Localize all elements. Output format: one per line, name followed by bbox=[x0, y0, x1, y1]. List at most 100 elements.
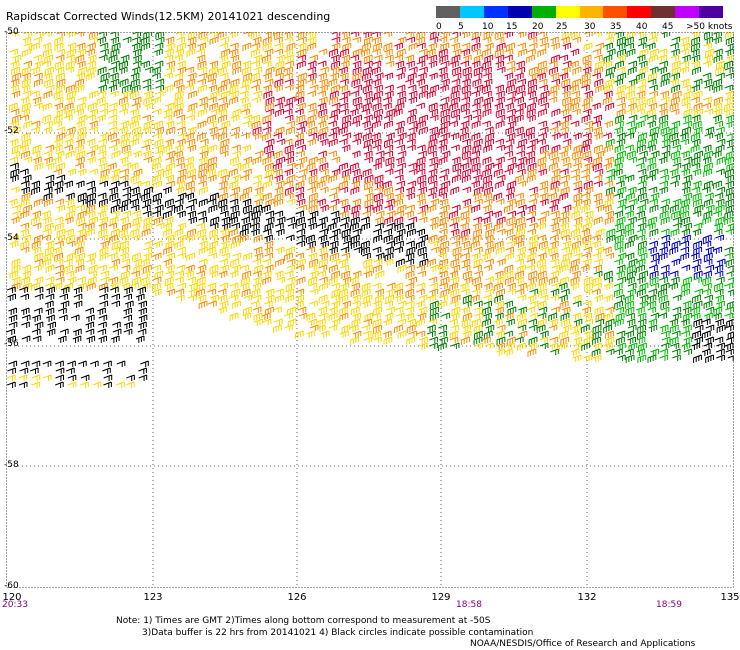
wind-barb bbox=[561, 90, 571, 98]
wind-barb bbox=[515, 174, 524, 183]
wind-barb bbox=[726, 144, 734, 151]
wind-barb bbox=[265, 288, 275, 296]
wind-barb bbox=[408, 96, 417, 104]
wind-barb bbox=[353, 84, 362, 91]
wind-barb bbox=[507, 198, 516, 206]
wind-barb bbox=[482, 120, 491, 127]
wind-barb bbox=[691, 84, 700, 92]
wind-barb bbox=[471, 318, 481, 327]
wind-barb bbox=[102, 367, 111, 374]
wind-barb bbox=[100, 168, 110, 177]
wind-barb bbox=[11, 126, 21, 135]
wind-barb bbox=[131, 114, 141, 123]
wind-barb bbox=[284, 180, 294, 187]
wind-barb bbox=[22, 72, 31, 80]
wind-barb bbox=[682, 84, 691, 91]
wind-barb bbox=[307, 78, 316, 85]
wind-barb bbox=[60, 286, 70, 294]
wind-barb bbox=[671, 258, 680, 266]
wind-barb bbox=[572, 312, 582, 320]
wind-barb bbox=[65, 228, 74, 236]
wind-barb bbox=[163, 222, 173, 230]
wind-barb bbox=[570, 282, 580, 290]
wind-barb bbox=[110, 286, 119, 293]
wind-barb bbox=[614, 240, 624, 249]
wind-barb bbox=[559, 168, 569, 175]
wind-barb bbox=[463, 114, 472, 121]
wind-barb bbox=[6, 328, 15, 335]
wind-barb bbox=[230, 240, 240, 249]
wind-barb bbox=[581, 342, 591, 351]
wind-barb bbox=[527, 78, 537, 87]
wind-barb bbox=[537, 300, 547, 309]
wind-barb bbox=[187, 144, 197, 152]
wind-barb bbox=[571, 174, 580, 181]
wind-barb bbox=[220, 36, 229, 43]
wind-barb bbox=[551, 282, 561, 289]
wind-barb bbox=[605, 252, 615, 259]
wind-barb bbox=[372, 312, 381, 319]
wind-barb bbox=[133, 264, 143, 273]
wind-barb bbox=[254, 150, 264, 157]
wind-barb bbox=[385, 60, 395, 67]
wind-barb bbox=[297, 102, 306, 110]
wind-barb bbox=[308, 264, 318, 271]
wind-barb bbox=[527, 162, 537, 171]
wind-barb bbox=[504, 312, 514, 320]
wind-barb bbox=[505, 126, 515, 135]
wind-barb bbox=[716, 156, 726, 165]
wind-barb bbox=[561, 258, 570, 267]
wind-barb bbox=[32, 314, 41, 322]
wind-barb bbox=[571, 204, 581, 212]
wind-barb bbox=[705, 354, 714, 363]
wind-barb bbox=[451, 108, 460, 117]
wind-barb bbox=[64, 180, 73, 188]
wind-barb bbox=[527, 48, 536, 55]
legend-label-0: 0 bbox=[436, 22, 442, 32]
wind-barb bbox=[130, 174, 140, 183]
wind-barb bbox=[284, 270, 294, 277]
wind-barb bbox=[405, 258, 415, 265]
wind-barb bbox=[470, 294, 480, 303]
wind-barb bbox=[352, 36, 362, 43]
wind-barb bbox=[339, 180, 348, 189]
wind-barb bbox=[364, 126, 373, 133]
wind-barb bbox=[287, 306, 296, 315]
wind-barb bbox=[595, 84, 605, 93]
wind-barb bbox=[339, 72, 349, 80]
wind-barb bbox=[175, 270, 184, 277]
wind-barb bbox=[396, 84, 406, 91]
wind-barb bbox=[702, 60, 712, 67]
wind-barb bbox=[582, 60, 592, 68]
wind-barb bbox=[438, 228, 448, 235]
wind-barb bbox=[583, 96, 593, 105]
wind-barb bbox=[353, 132, 362, 140]
wind-barb bbox=[373, 54, 383, 61]
wind-barb bbox=[296, 216, 305, 225]
wind-barb bbox=[152, 132, 162, 139]
wind-barb bbox=[176, 114, 186, 121]
wind-barb bbox=[415, 300, 425, 308]
wind-barb bbox=[605, 156, 615, 164]
wind-barb bbox=[495, 108, 505, 117]
wind-barb bbox=[372, 138, 382, 146]
wind-barb bbox=[672, 90, 682, 99]
wind-barb bbox=[650, 48, 659, 57]
wind-barb bbox=[284, 102, 293, 109]
wind-barb bbox=[606, 168, 616, 175]
wind-barb bbox=[715, 294, 724, 302]
wind-barb bbox=[103, 381, 112, 388]
wind-barb bbox=[528, 222, 538, 229]
wind-barb bbox=[437, 252, 447, 259]
wind-barb bbox=[572, 324, 581, 332]
wind-barb bbox=[624, 240, 634, 249]
wind-barb bbox=[206, 168, 216, 176]
wind-barb bbox=[485, 138, 494, 147]
wind-barb bbox=[636, 288, 646, 297]
wind-barb bbox=[562, 60, 572, 67]
wind-barb bbox=[714, 132, 724, 140]
wind-barb bbox=[551, 264, 560, 271]
wind-barb bbox=[265, 96, 275, 105]
wind-barb bbox=[133, 132, 142, 141]
wind-barb bbox=[121, 132, 131, 141]
